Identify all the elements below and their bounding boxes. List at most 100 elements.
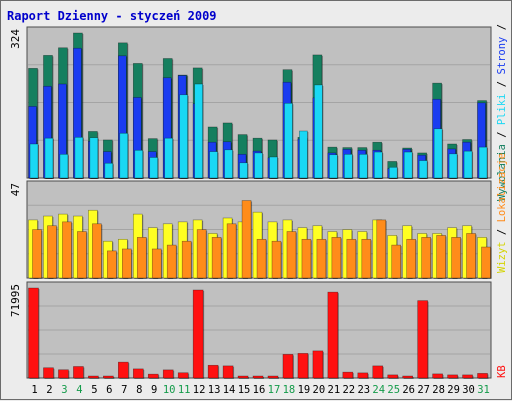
bar-lokalizacje-day-22 bbox=[346, 238, 357, 279]
label-part: Wizyt bbox=[496, 241, 508, 273]
right-label-middle: Wizyt / Lokalizacje bbox=[496, 153, 508, 273]
bar-pliki-day-29 bbox=[448, 153, 458, 179]
x-tick-label: 6 bbox=[106, 384, 112, 396]
bar-lokalizacje-day-13 bbox=[211, 237, 222, 279]
bar-kb-day-6 bbox=[103, 375, 114, 379]
label-part: / bbox=[496, 222, 508, 241]
bar-pliki-day-15 bbox=[239, 162, 248, 179]
x-tick-label: 29 bbox=[447, 384, 460, 396]
bar-lokalizacje-day-14 bbox=[226, 223, 237, 279]
bar-lokalizacje-day-25 bbox=[391, 244, 402, 279]
x-tick-label: 4 bbox=[76, 384, 82, 396]
bar-pliki-day-17 bbox=[269, 156, 278, 179]
x-tick-label: 22 bbox=[342, 384, 355, 396]
y-max-label: 71995 bbox=[9, 284, 22, 317]
bar-lokalizacje-day-2 bbox=[47, 225, 57, 279]
chart-panels: 324 47 71995 bbox=[9, 26, 492, 379]
x-tick-label: 13 bbox=[208, 384, 221, 396]
bar-pliki-day-16 bbox=[254, 152, 263, 179]
bar-pliki-day-31 bbox=[478, 146, 488, 179]
x-tick-label: 15 bbox=[238, 384, 251, 396]
bar-pliki-day-14 bbox=[224, 149, 233, 179]
x-tick-label: 25 bbox=[387, 384, 400, 396]
x-tick-label: 24 bbox=[372, 384, 385, 396]
label-part: Wywołania bbox=[496, 144, 508, 201]
bar-pliki-day-25 bbox=[388, 166, 398, 179]
bar-pliki-day-6 bbox=[104, 162, 114, 179]
x-tick-label: 19 bbox=[298, 384, 311, 396]
bar-kb-day-28 bbox=[432, 373, 443, 379]
bar-pliki-day-26 bbox=[403, 151, 413, 179]
bar-lokalizacje-day-15 bbox=[241, 200, 252, 279]
bar-kb-day-29 bbox=[447, 374, 458, 379]
bar-kb-day-24 bbox=[372, 365, 384, 379]
bar-pliki-day-7 bbox=[119, 132, 129, 179]
bar-kb-day-15 bbox=[237, 375, 249, 379]
bar-kb-day-22 bbox=[342, 371, 354, 379]
x-tick-label: 28 bbox=[432, 384, 445, 396]
bar-lokalizacje-day-12 bbox=[196, 229, 207, 279]
bar-lokalizacje-day-21 bbox=[331, 237, 342, 279]
bar-pliki-day-19 bbox=[299, 130, 308, 179]
x-tick-label: 21 bbox=[328, 384, 341, 396]
bar-lokalizacje-day-3 bbox=[62, 221, 72, 279]
bar-kb-day-31 bbox=[477, 373, 488, 379]
x-axis-labels: 1 2 3 4 5 6 7 8 9 10 11 12 13 14 15 16 17 18 19 20 21 22 23 24 2… bbox=[31, 384, 490, 396]
bar-kb-day-5 bbox=[88, 375, 99, 379]
x-tick-label: 9 bbox=[151, 384, 157, 396]
bar-lokalizacje-day-18 bbox=[286, 231, 297, 279]
x-tick-label: 14 bbox=[223, 384, 236, 396]
bar-kb-day-27 bbox=[417, 300, 428, 379]
x-tick-label: 8 bbox=[136, 384, 142, 396]
bar-pliki-day-11 bbox=[179, 94, 188, 179]
x-tick-label: 26 bbox=[402, 384, 415, 396]
bar-pliki-day-5 bbox=[89, 137, 99, 179]
x-tick-label: 10 bbox=[163, 384, 176, 396]
x-tick-label: 7 bbox=[121, 384, 127, 396]
bar-pliki-day-10 bbox=[164, 137, 174, 179]
bar-lokalizacje-day-26 bbox=[406, 238, 416, 279]
bar-kb-day-20 bbox=[312, 350, 324, 379]
x-tick-label: 20 bbox=[313, 384, 326, 396]
x-tick-label: 12 bbox=[193, 384, 206, 396]
bar-kb-day-23 bbox=[357, 372, 369, 379]
bar-kb-day-9 bbox=[147, 373, 159, 379]
y-max-label: 47 bbox=[9, 183, 22, 196]
label-part: Lokalizacje bbox=[496, 153, 508, 223]
bar-pliki-day-23 bbox=[358, 153, 368, 179]
label-part: / bbox=[496, 24, 508, 37]
bar-kb-day-21 bbox=[327, 291, 339, 379]
bar-pliki-day-27 bbox=[418, 160, 428, 179]
bar-lokalizacje-day-10 bbox=[166, 244, 177, 279]
bar-lokalizacje-day-7 bbox=[122, 248, 132, 279]
bar-kb-day-13 bbox=[207, 364, 219, 379]
x-tick-label: 31 bbox=[477, 384, 490, 396]
x-tick-label: 18 bbox=[283, 384, 296, 396]
bar-pliki-day-8 bbox=[134, 149, 144, 179]
bar-lokalizacje-day-5 bbox=[92, 223, 102, 279]
bar-pliki-day-4 bbox=[74, 136, 84, 179]
bar-lokalizacje-day-20 bbox=[316, 238, 327, 279]
bar-kb-day-4 bbox=[73, 366, 84, 379]
bar-kb-day-26 bbox=[402, 375, 413, 379]
bar-kb-day-8 bbox=[132, 368, 144, 379]
label-part: / bbox=[496, 125, 508, 144]
bar-kb-day-14 bbox=[222, 365, 234, 379]
bar-kb-day-17 bbox=[267, 375, 279, 379]
bar-pliki-day-3 bbox=[59, 153, 69, 179]
bar-pliki-day-1 bbox=[29, 143, 39, 179]
bar-pliki-day-24 bbox=[373, 151, 383, 179]
bar-lokalizacje-day-31 bbox=[481, 246, 491, 279]
bar-kb-day-2 bbox=[43, 367, 54, 379]
bar-lokalizacje-day-28 bbox=[436, 235, 446, 279]
label-part: / bbox=[496, 75, 508, 94]
bar-kb-day-11 bbox=[177, 372, 189, 379]
bar-pliki-day-12 bbox=[194, 83, 203, 179]
bar-lokalizacje-day-6 bbox=[107, 250, 117, 279]
label-part: KB bbox=[496, 365, 508, 378]
bar-lokalizacje-day-11 bbox=[181, 240, 192, 279]
bar-kb-day-16 bbox=[252, 375, 264, 379]
label-part: Strony bbox=[496, 37, 508, 75]
chart-title: Raport Dzienny - styczeń 2009 bbox=[7, 9, 217, 23]
